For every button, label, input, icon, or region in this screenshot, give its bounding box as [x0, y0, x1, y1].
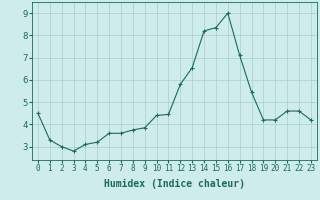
- X-axis label: Humidex (Indice chaleur): Humidex (Indice chaleur): [104, 179, 245, 189]
